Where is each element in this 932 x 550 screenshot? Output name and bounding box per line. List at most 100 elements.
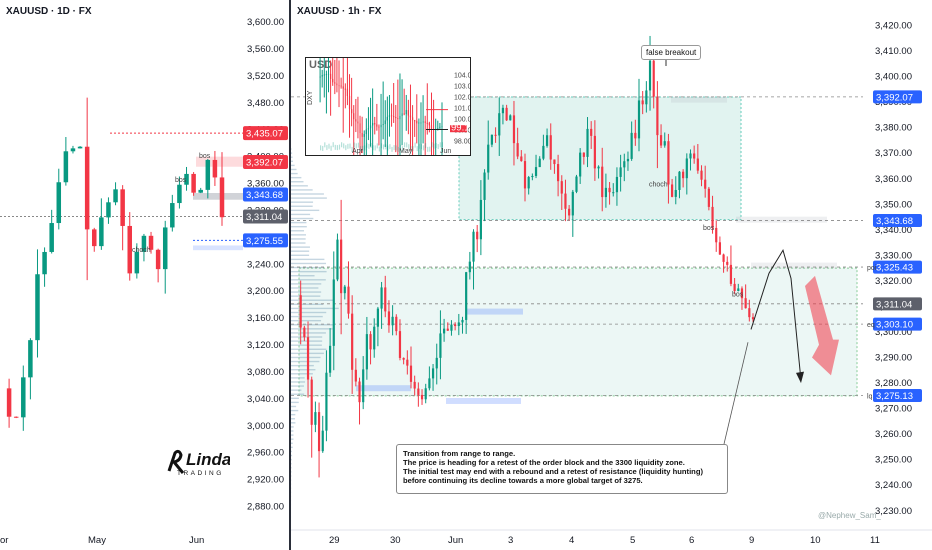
- hourly-candle-body: [332, 279, 335, 346]
- inset-candle-body: [403, 113, 405, 115]
- left-y-tick-label: 2,880.00: [247, 502, 284, 513]
- hourly-candle-body: [527, 177, 530, 189]
- hourly-candle-body: [465, 272, 468, 320]
- daily-chart-panel[interactable]: XAUUSD · 1D · FX 3,600.00 3,560.00 3,520.0…: [0, 0, 289, 550]
- inset-candle-body: [380, 124, 382, 128]
- inset-candle-body: [401, 113, 403, 117]
- hourly-candle-body: [696, 158, 699, 171]
- order-block-zone: [671, 96, 727, 103]
- inset-candle-body: [378, 126, 380, 128]
- inset-candle-body: [390, 115, 393, 117]
- inset-candle-body: [407, 110, 409, 116]
- daily-candle-body: [106, 202, 111, 218]
- hourly-candle-body: [542, 145, 545, 159]
- daily-candle-body: [77, 146, 83, 149]
- right-x-tick-label: 3: [508, 535, 513, 546]
- inset-volume-bar: [385, 144, 387, 150]
- volume-profile-bar: [291, 254, 310, 256]
- volume-profile-bar: [291, 426, 294, 428]
- inset-volume-bar: [431, 142, 433, 148]
- volume-profile-bar: [291, 152, 293, 154]
- hourly-candle-body: [604, 187, 608, 198]
- volume-profile-bar: [291, 299, 334, 301]
- daily-candle-body: [205, 159, 211, 190]
- hourly-candle-body: [722, 254, 725, 262]
- hourly-candle-body: [645, 90, 648, 105]
- hourly-candle-body: [406, 359, 409, 366]
- left-y-tick-label: 3,040.00: [247, 394, 284, 405]
- right-price-badge-text: 3,343.68: [876, 216, 913, 227]
- inset-volume-bar: [326, 145, 328, 151]
- inset-volume-bar: [336, 145, 338, 151]
- daily-candle-body: [84, 146, 90, 230]
- inset-candle-body: [399, 116, 401, 120]
- logo-mark-icon: Linda TRADING: [167, 449, 231, 477]
- left-price-axis: [243, 0, 289, 550]
- hourly-candle-body: [409, 365, 413, 382]
- volume-profile-bar: [291, 336, 323, 338]
- left-price-badge: [243, 187, 288, 202]
- panel-divider[interactable]: [289, 0, 291, 550]
- right-y-tick-label: 3,340.00: [875, 225, 912, 236]
- volume-profile-bar: [291, 189, 313, 191]
- hourly-candle-body: [395, 316, 398, 332]
- hourly-candle-body: [623, 161, 626, 168]
- hourly-candle-body: [428, 378, 431, 389]
- hourly-candle-body: [501, 107, 505, 114]
- volume-profile-bar: [291, 454, 293, 457]
- volume-profile-bar: [291, 238, 306, 240]
- left-price-badge-text: 3,392.07: [246, 157, 283, 168]
- inset-candle-body: [351, 109, 353, 114]
- hourly-candle-body: [439, 333, 442, 358]
- right-y-tick-label: 3,280.00: [875, 378, 912, 389]
- hourly-candle-body: [420, 394, 424, 400]
- hourly-candle-body: [310, 379, 313, 425]
- hourly-chart-canvas[interactable]: chochbosbos3,420.003,410.003,400.003,390…: [291, 0, 932, 550]
- inset-y-tick-label: 102.00: [454, 95, 470, 102]
- inset-candle-body: [365, 129, 367, 135]
- inset-y-tick-label: 103.00: [454, 84, 470, 91]
- volume-profile-bar: [291, 246, 310, 248]
- volume-profile-bar: [291, 319, 322, 322]
- hourly-candle-body: [601, 166, 604, 198]
- hourly-candle-body: [685, 158, 688, 179]
- inset-volume-bar: [422, 145, 425, 151]
- inset-volume-bar: [393, 145, 395, 151]
- hourly-candle-body: [597, 166, 600, 169]
- hourly-candle-body: [347, 286, 350, 314]
- right-y-tick-label: 3,250.00: [875, 455, 912, 466]
- hourly-candle-body: [641, 100, 644, 105]
- inset-volume-bar: [412, 146, 414, 152]
- volume-profile-bar: [291, 230, 305, 232]
- inset-candle-body: [382, 124, 384, 126]
- hourly-candle-body: [648, 60, 652, 91]
- daily-candle-body: [42, 251, 47, 275]
- hourly-candle-body: [630, 132, 633, 159]
- inset-candle-body: [386, 116, 388, 121]
- volume-profile-bar: [291, 340, 323, 342]
- left-price-badge: [243, 209, 288, 224]
- right-x-tick-label: 11: [870, 535, 880, 546]
- volume-profile-bar: [291, 315, 323, 318]
- inset-candle-body: [327, 73, 330, 75]
- volume-profile-bar: [291, 217, 314, 220]
- daily-chart-canvas[interactable]: 3,600.003,560.003,520.003,480.003,440.00…: [0, 0, 289, 550]
- inset-candle-body: [384, 120, 386, 125]
- left-price-badge-text: 3,275.55: [246, 236, 283, 247]
- volume-profile-bar: [291, 205, 313, 207]
- right-y-tick-label: 3,360.00: [875, 174, 912, 185]
- volume-profile-bar: [291, 462, 292, 465]
- inset-volume-bar: [349, 143, 351, 149]
- right-y-tick-label: 3,330.00: [875, 250, 912, 261]
- hourly-candle-body: [472, 231, 475, 262]
- inset-canvas: 104.00103.00102.00101.00100.0099.0098.00…: [307, 58, 470, 155]
- hourly-candle-body: [733, 283, 736, 292]
- hourly-candle-body: [461, 319, 464, 323]
- hourly-candle-body: [667, 141, 670, 185]
- inset-volume-bar: [320, 145, 322, 151]
- hourly-candle-body: [343, 286, 346, 294]
- hourly-candle-body: [590, 128, 593, 136]
- right-y-tick-label: 3,370.00: [875, 148, 912, 159]
- hourly-candle-body: [516, 143, 519, 157]
- volume-profile-bar: [291, 181, 304, 183]
